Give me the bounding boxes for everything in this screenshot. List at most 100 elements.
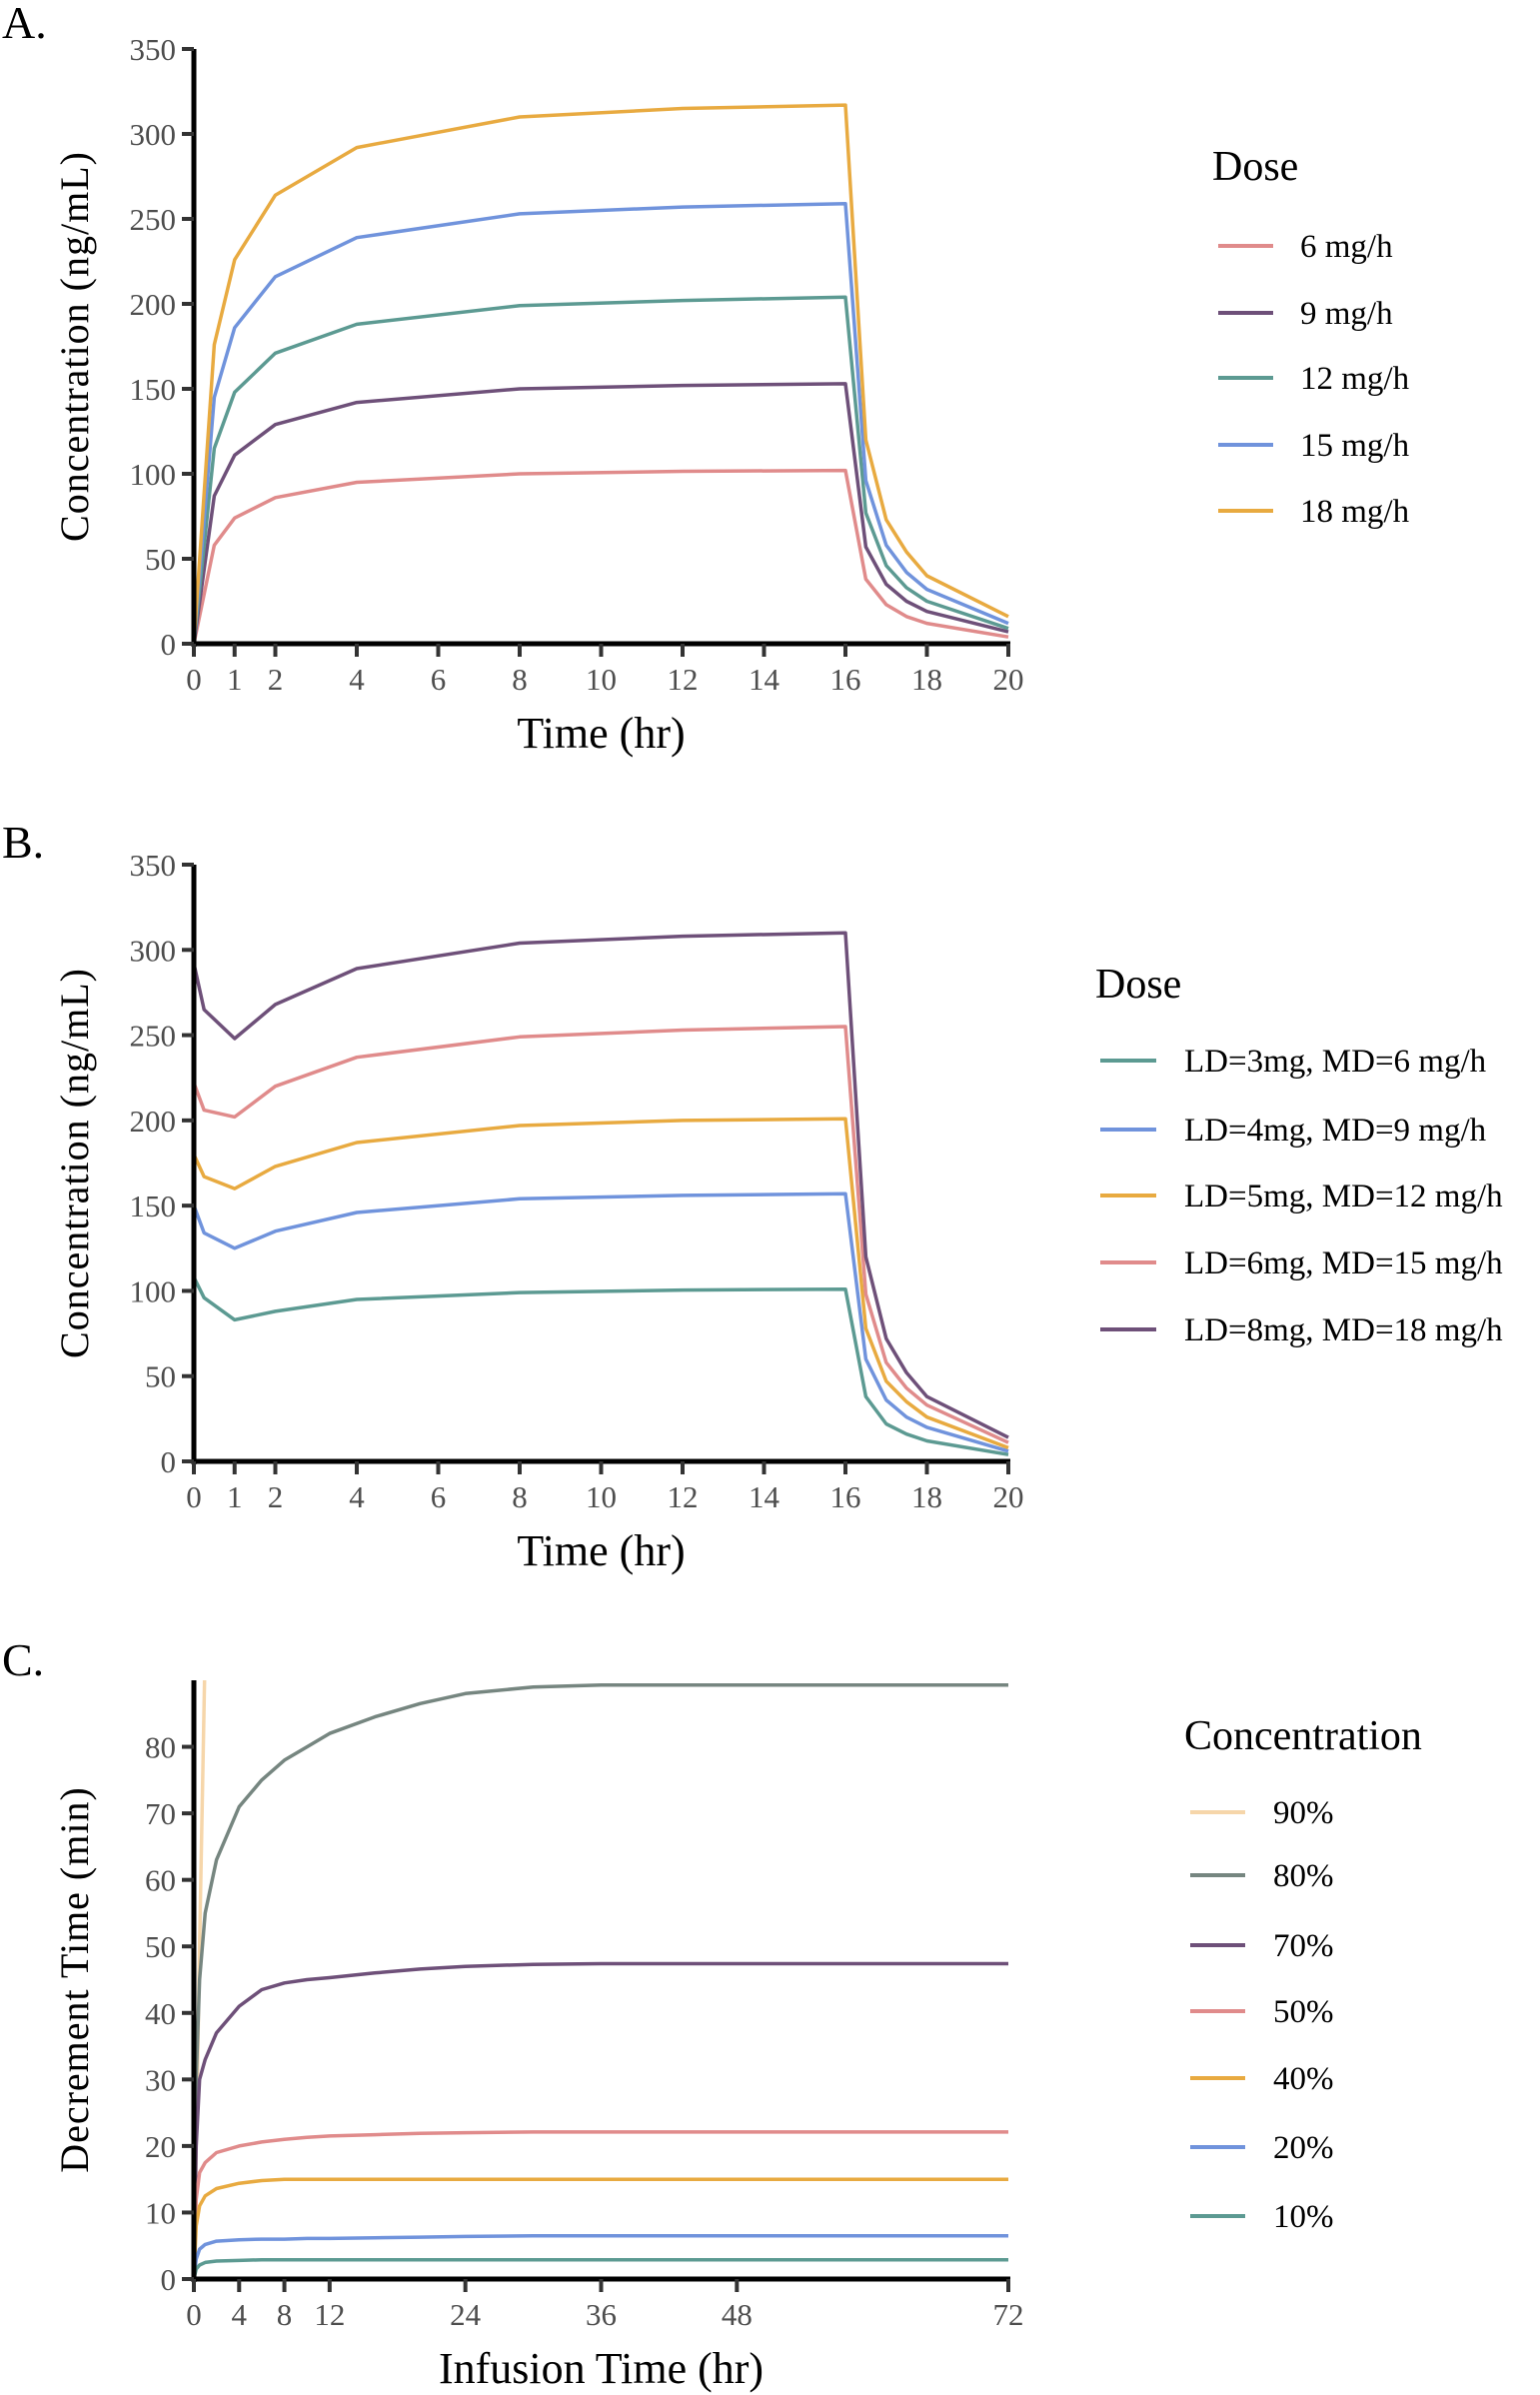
legend-title: Concentration [1184,1713,1422,1759]
x-tick-label: 72 [993,2297,1024,2332]
legend-label: 9 mg/h [1300,296,1393,332]
y-tick-label: 200 [130,287,177,322]
legend-label: LD=6mg, MD=15 mg/h [1184,1245,1503,1281]
x-tick-label: 12 [314,2297,345,2332]
legend-label: 90% [1273,1795,1334,1831]
y-tick-label: 80 [145,1730,176,1765]
panel-label: A. [2,0,47,48]
y-tick-label: 60 [145,1863,176,1898]
chart-panel-b: B.0 1 2 4 6 8 10 12 14 16 18 2005010015020025030035… [2,817,1503,1575]
legend-label: 40% [1273,2061,1334,2097]
x-tick-label: 18 [911,1479,942,1514]
legend-label: LD=5mg, MD=12 mg/h [1184,1179,1503,1214]
y-tick-label: 100 [130,457,177,492]
series-line-ld-8mg-md-18-mg-h [194,931,1009,1439]
x-axis-title: Infusion Time (hr) [439,2344,764,2393]
y-tick-label: 250 [130,202,177,237]
x-tick-label: 1 [227,1479,243,1514]
y-tick-label: 350 [130,32,177,67]
y-tick-label: 50 [145,542,176,577]
y-tick-label: 150 [130,372,177,407]
x-tick-label: 10 [586,1479,617,1514]
series-line-ld-6mg-md-15-mg-h [194,1025,1009,1444]
x-tick-label: 0 [186,662,202,697]
x-axis-title: Time (hr) [517,1526,685,1575]
series-line-ld-4mg-md-9-mg-h [194,1192,1009,1453]
series-group [194,1680,1008,2279]
x-tick-label: 48 [722,2297,753,2332]
series-line-10- [194,2257,1008,2279]
legend-label: LD=8mg, MD=18 mg/h [1184,1312,1503,1348]
x-axis-title: Time (hr) [517,709,685,758]
x-tick-label: 20 [993,662,1024,697]
series-line-9-mg-h [194,382,1009,644]
y-tick-label: 150 [130,1189,177,1223]
x-tick-label: 14 [749,662,780,697]
x-tick-label: 24 [450,2297,482,2332]
series-line-6-mg-h [194,468,1009,644]
chart-panel-c: C.0 4 8 12 24 36 48 7201020304050607080Infusion… [2,1634,1422,2393]
y-tick-label: 300 [130,933,177,968]
y-tick-label: 30 [145,2062,176,2097]
series-line-50- [194,2130,1008,2279]
legend-label: 50% [1273,1994,1334,2030]
panel-label: C. [2,1634,44,1685]
series-line-ld-5mg-md-12-mg-h [194,1117,1009,1450]
y-tick-label: 350 [130,848,177,883]
y-axis-title: Concentration (ng/mL) [52,968,97,1358]
legend-label: LD=4mg, MD=9 mg/h [1184,1113,1487,1149]
y-tick-label: 20 [145,2129,176,2164]
series-line-40- [194,2177,1008,2279]
legend-label: 70% [1273,1928,1334,1964]
series-line-18-mg-h [194,103,1009,644]
x-tick-label: 16 [830,1479,861,1514]
y-tick-label: 0 [161,1444,177,1479]
legend: Dose 6 mg/h 9 mg/h 12 mg/h 15 mg/h 18 mg/h [1212,144,1410,530]
series-line-12-mg-h [194,295,1009,644]
x-tick-label: 12 [668,662,699,697]
legend-label: 20% [1273,2130,1334,2166]
y-axis-title: Decrement Time (min) [52,1786,97,2173]
legend-label: LD=3mg, MD=6 mg/h [1184,1044,1487,1080]
series-line-70- [194,1961,1008,2279]
x-tick-label: 18 [911,662,942,697]
legend-label: 10% [1273,2199,1334,2235]
y-axis-title: Concentration (ng/mL) [52,151,97,542]
y-tick-label: 40 [145,1996,176,2031]
x-tick-label: 8 [512,1479,528,1514]
chart-panel-a: A.0 1 2 4 6 8 10 12 14 16 18 2005010015020025030035… [2,0,1410,758]
y-tick-label: 50 [145,1359,176,1394]
series-line-ld-3mg-md-6-mg-h [194,1276,1009,1456]
series-line-80- [194,1682,1008,2279]
x-tick-label: 0 [186,2297,202,2332]
x-tick-label: 20 [993,1479,1024,1514]
panel-label: B. [2,817,44,868]
y-tick-label: 70 [145,1796,176,1831]
x-tick-label: 6 [431,662,447,697]
y-tick-label: 200 [130,1104,177,1139]
x-tick-label: 8 [277,2297,293,2332]
legend-label: 6 mg/h [1300,229,1393,265]
x-tick-label: 4 [349,662,365,697]
legend-label: 15 mg/h [1300,428,1410,464]
x-tick-label: 36 [586,2297,617,2332]
x-tick-label: 2 [268,662,284,697]
y-tick-label: 0 [161,2262,177,2297]
y-tick-label: 100 [130,1273,177,1308]
series-group [194,931,1009,1456]
x-tick-label: 2 [268,1479,284,1514]
legend-label: 12 mg/h [1300,361,1410,397]
y-tick-label: 10 [145,2195,176,2230]
series-line-15-mg-h [194,201,1009,644]
y-tick-label: 50 [145,1929,176,1964]
x-tick-label: 6 [431,1479,447,1514]
legend-label: 18 mg/h [1300,494,1410,530]
y-tick-label: 300 [130,117,177,152]
legend-title: Dose [1095,962,1181,1008]
x-tick-label: 14 [749,1479,780,1514]
x-tick-label: 8 [512,662,528,697]
legend-title: Dose [1212,144,1298,190]
x-tick-label: 4 [349,1479,365,1514]
